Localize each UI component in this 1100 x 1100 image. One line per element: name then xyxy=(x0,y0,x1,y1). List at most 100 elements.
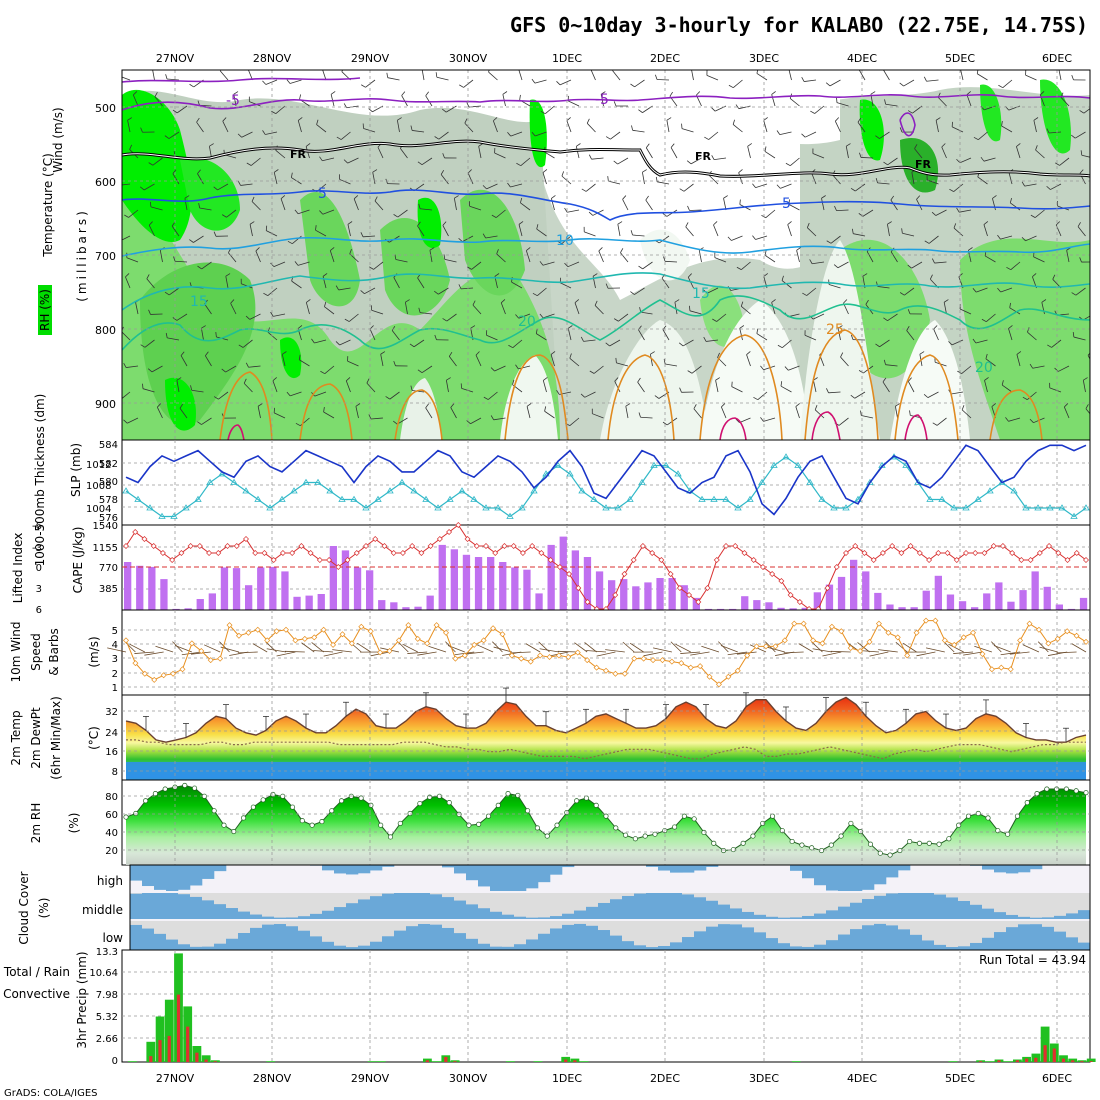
upper-wind-barb xyxy=(413,339,425,348)
ylabel-2m-temp: 2m Temp xyxy=(9,710,23,765)
upper-wind-barb xyxy=(640,311,653,315)
upper-wind-barb xyxy=(779,131,792,136)
rh-point xyxy=(936,841,942,847)
wind-10m-point xyxy=(273,628,280,635)
upper-wind-barb xyxy=(1087,355,1090,360)
upper-wind-barb-flag xyxy=(512,379,515,385)
upper-wind-barb xyxy=(267,287,278,296)
cape-bar xyxy=(523,569,531,610)
upper-wind-barb-flag xyxy=(838,325,843,329)
wind-10m-point xyxy=(828,623,835,630)
upper-wind-barb xyxy=(708,131,719,140)
lifted-index-point xyxy=(935,550,942,556)
precip-grid xyxy=(122,950,1090,1062)
upper-wind-barb xyxy=(525,250,531,263)
cloud-high-block xyxy=(142,865,155,887)
wind-10m-barb xyxy=(397,641,409,653)
upper-wind-barb xyxy=(478,146,482,159)
upper-wind-barb xyxy=(681,128,694,133)
thickness-point xyxy=(482,504,490,511)
wind-10m-point xyxy=(1026,620,1033,627)
upper-wind-barb-flag xyxy=(850,187,856,192)
upper-wind-barb xyxy=(763,417,776,422)
upper-wind-barb-flag xyxy=(961,405,965,411)
upper-wind-barb xyxy=(380,354,384,367)
upper-wind-barb xyxy=(168,131,180,139)
upper-wind-barb xyxy=(1010,202,1021,211)
upper-wind-barb-flag xyxy=(140,127,143,133)
upper-wind-barb xyxy=(693,408,702,419)
slp-line xyxy=(125,444,1087,516)
upper-wind-barb-flag xyxy=(410,385,413,391)
upper-wind-barb-flag xyxy=(164,291,170,296)
upper-wind-barb xyxy=(986,313,996,323)
thickness-point xyxy=(374,495,382,502)
wind-10m-barb xyxy=(1000,651,1021,656)
cloud-high-block xyxy=(790,865,803,871)
ylabel-cape: CAPE (J/kg) xyxy=(71,527,85,594)
cloud-low-block xyxy=(682,937,695,950)
upper-wind-barb-flag xyxy=(605,136,611,140)
cape-bar xyxy=(765,602,773,610)
cape-bar xyxy=(898,607,906,610)
wind-10m-point xyxy=(810,637,817,644)
upper-wind-barb-flag xyxy=(442,108,447,113)
upper-wind-barb xyxy=(534,79,547,84)
rh-point xyxy=(1073,788,1079,794)
upper-wind-barb-flag xyxy=(243,378,247,384)
upper-wind-barb xyxy=(1033,256,1045,263)
wind-10m-point xyxy=(480,637,487,644)
wind-ytick-1: 1 xyxy=(112,683,118,694)
wind-10m-barb xyxy=(916,651,936,657)
upper-wind-barb xyxy=(314,391,327,397)
upper-wind-barb-flag xyxy=(417,161,423,165)
rh-ytick-20: 20 xyxy=(105,846,118,857)
lifted-index-point xyxy=(1073,550,1080,556)
ylabel-wind-units: (m/s) xyxy=(87,636,101,667)
upper-wind-barb xyxy=(122,331,131,341)
upper-wind-barb-flag xyxy=(532,292,538,297)
cloud-high-block xyxy=(994,865,1007,873)
wind-10m-point xyxy=(706,673,713,680)
lifted-index-point xyxy=(141,536,148,542)
upper-wind-barb xyxy=(125,276,131,289)
upper-wind-barb-flag xyxy=(305,143,311,147)
thickness-point xyxy=(914,478,922,485)
upper-wind-barb xyxy=(265,79,278,85)
upper-wind-barb xyxy=(329,250,335,263)
precip-total-bar xyxy=(432,1061,441,1062)
cloud-middle-block xyxy=(538,917,551,919)
rh-point xyxy=(1044,786,1050,792)
upper-wind-barb-flag xyxy=(294,261,299,266)
rh-point xyxy=(143,798,149,804)
cloud-high-block xyxy=(886,865,899,878)
cloud-middle-block xyxy=(238,911,251,919)
upper-wind-barb xyxy=(518,224,523,237)
upper-wind-barb xyxy=(372,172,376,185)
rh-point xyxy=(838,833,844,839)
rh-ytick-80: 80 xyxy=(105,792,118,803)
upper-wind-barb xyxy=(642,261,653,270)
upper-wind-barb xyxy=(135,302,139,315)
upper-wind-barb xyxy=(1027,331,1037,341)
upper-wind-barb xyxy=(764,151,776,159)
upper-wind-barb xyxy=(720,406,727,419)
upper-wind-barb xyxy=(464,122,474,133)
cloud-high-block xyxy=(382,865,395,867)
upper-wind-barb-flag xyxy=(1001,380,1004,386)
wind-10m-barb xyxy=(311,642,324,653)
cloud-low-block xyxy=(502,946,515,950)
lifted-index-point xyxy=(639,543,646,549)
upper-wind-barb xyxy=(855,183,866,192)
upper-wind-barb xyxy=(438,131,449,140)
thickness-point xyxy=(338,495,346,502)
cloud-middle-block xyxy=(142,893,155,919)
rh-point xyxy=(877,850,883,856)
rh-point xyxy=(907,838,913,845)
upper-wind-barb-flag xyxy=(507,132,512,137)
upper-wind-barb xyxy=(201,417,212,425)
rh-2m-series xyxy=(123,782,1089,865)
lifted-index-point xyxy=(889,543,896,549)
cape-bar xyxy=(958,601,967,610)
upper-wind-barb xyxy=(251,201,261,211)
